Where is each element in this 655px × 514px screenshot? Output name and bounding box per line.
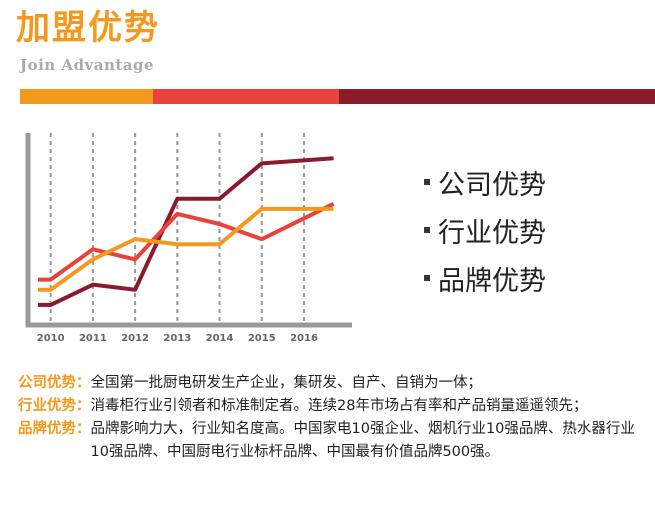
bullet-icon [424,227,430,233]
header-bar-maroon [339,89,655,104]
description-text: 消毒柜行业引领者和标准制定者。连续28年市场占有率和产品销量遥遥领先； [90,398,588,414]
x-tick-label: 2012 [121,333,149,344]
description-key: 行业优势： [18,398,91,414]
advantage-label: 行业优势 [438,217,546,249]
description-key: 公司优势： [18,375,91,391]
description-row: 公司优势： 全国第一批厨电研发生产企业，集研发、自产、自销为一体； [18,372,638,395]
description-row: 品牌优势： 品牌影响力大，行业知名度高。中国家电10强企业、烟机行业10强品牌、… [18,418,638,464]
advantage-item: 公司优势 [424,158,546,206]
description-row: 行业优势： 消毒柜行业引领者和标准制定者。连续28年市场占有率和产品销量遥遥领先… [18,395,638,418]
series-line-2 [38,206,334,292]
x-tick-label: 2014 [206,333,234,344]
page-subtitle: Join Advantage [20,56,155,74]
x-tick-label: 2016 [290,333,318,344]
bullet-icon [424,275,430,281]
description-text: 品牌影响力大，行业知名度高。中国家电10强企业、烟机行业10强品牌、热水器行业1… [90,421,635,460]
x-tick-label: 2010 [37,333,65,344]
series-line-1 [38,201,335,282]
description-text: 全国第一批厨电研发生产企业，集研发、自产、自销为一体； [90,375,483,391]
advantage-item: 品牌优势 [424,254,546,302]
header-bar-orange [20,89,153,104]
line-chart: 2010 2011 2012 2013 2014 2015 2016 [25,133,352,344]
x-tick-label: 2013 [163,333,191,344]
advantage-list: 公司优势 行业优势 品牌优势 [424,158,546,302]
advantage-label: 品牌优势 [438,265,546,297]
description-key: 品牌优势： [18,421,91,437]
advantage-item: 行业优势 [424,206,546,254]
header-bar-red [153,89,339,104]
description-block: 公司优势： 全国第一批厨电研发生产企业，集研发、自产、自销为一体； 行业优势： … [18,372,638,464]
x-tick-label: 2011 [79,333,107,344]
advantage-label: 公司优势 [438,169,546,201]
series-line-0 [38,156,334,307]
bullet-icon [424,179,430,185]
page-title: 加盟优势 [16,8,160,48]
x-tick-label: 2015 [248,333,276,344]
